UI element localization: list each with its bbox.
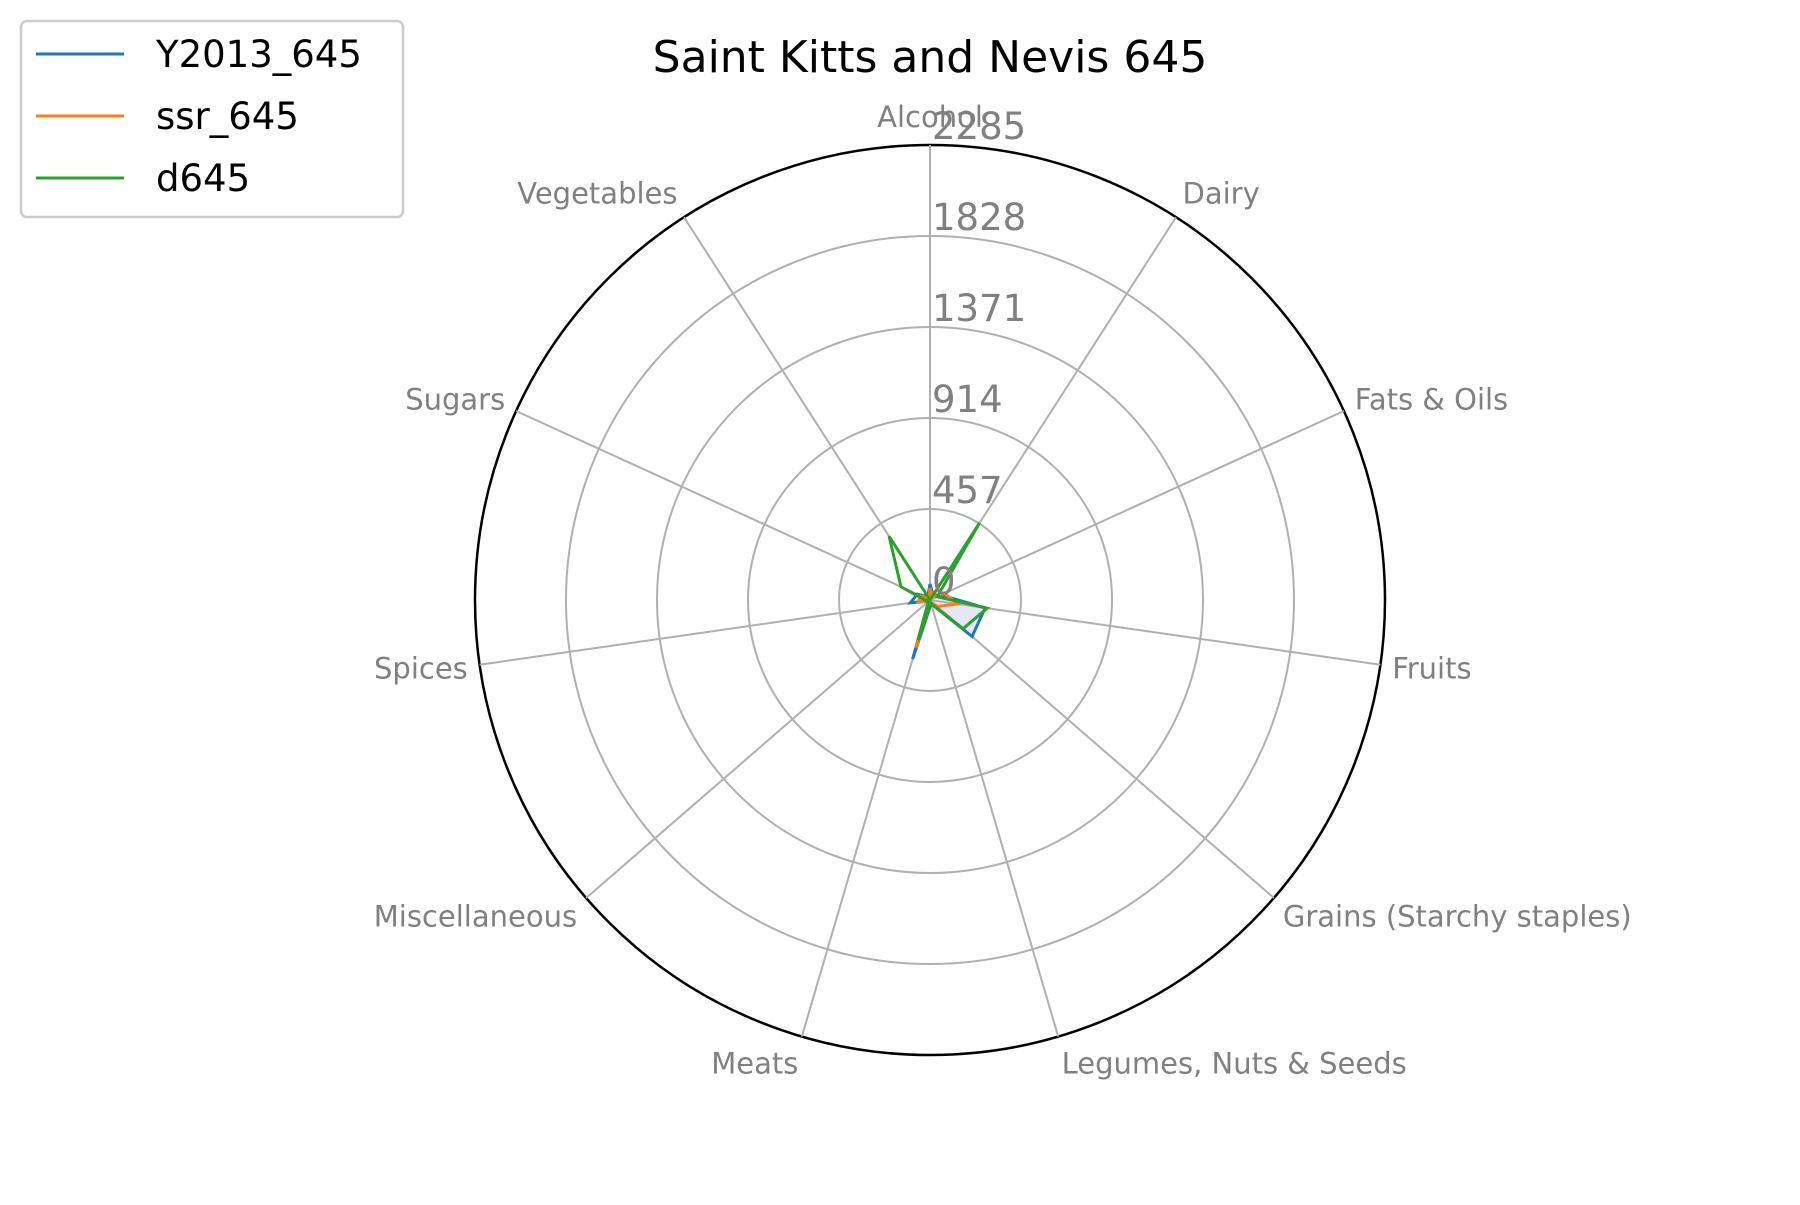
series-line-d645 — [887, 522, 991, 641]
spoke-sugars — [515, 410, 931, 601]
category-label-meats: Meats — [711, 1046, 798, 1080]
spoke-legumes-nuts-seeds — [929, 599, 1060, 1037]
category-label-sugars: Sugars — [405, 382, 505, 416]
category-label-grains-starchy-staples: Grains (Starchy staples) — [1283, 899, 1632, 933]
spoke-meats — [800, 599, 931, 1037]
category-label-legumes-nuts-seeds: Legumes, Nuts & Seeds — [1062, 1046, 1407, 1080]
spoke-fruits — [929, 599, 1381, 666]
radial-tick-label: 914 — [932, 378, 1003, 421]
spoke-spices — [479, 599, 931, 666]
chart-legend: Y2013_645 ssr_645 d645 — [19, 19, 405, 219]
category-label-alcohol: Alcohol — [877, 100, 983, 134]
category-label-dairy: Dairy — [1183, 177, 1260, 211]
legend-label-ssr-645: ssr_645 — [156, 95, 299, 138]
spoke-fats-oils — [929, 410, 1345, 601]
chart-title: Saint Kitts and Nevis 645 — [653, 32, 1208, 83]
legend-frame — [19, 19, 405, 219]
category-label-fruits: Fruits — [1392, 652, 1471, 686]
spoke-grains-starchy-staples — [929, 599, 1275, 899]
radial-tick-label: 1371 — [932, 287, 1026, 330]
legend-label-d645: d645 — [156, 157, 250, 200]
radial-tick-label: 0 — [932, 560, 956, 603]
legend-label-y2013-645: Y2013_645 — [155, 33, 362, 76]
category-label-spices: Spices — [374, 652, 468, 686]
category-label-miscellaneous: Miscellaneous — [374, 899, 577, 933]
radial-tick-label: 457 — [932, 469, 1003, 512]
spoke-miscellaneous — [585, 599, 931, 899]
radial-tick-label: 2285 — [932, 105, 1026, 148]
category-label-fats-oils: Fats & Oils — [1355, 382, 1508, 416]
radial-tick-label: 1828 — [932, 196, 1026, 239]
category-label-vegetables: Vegetables — [517, 177, 677, 211]
